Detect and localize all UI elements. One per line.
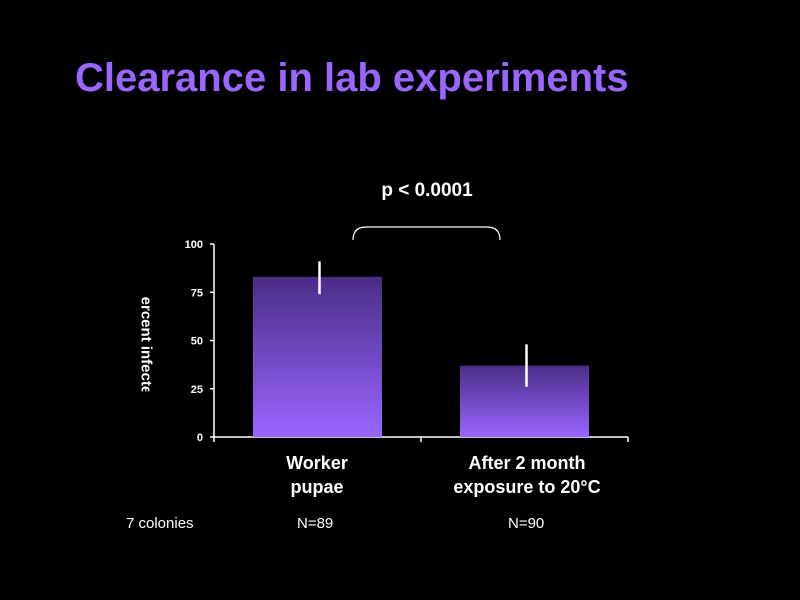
category-label-line: exposure to 20°C	[453, 477, 601, 497]
sample-size-after-exposure: N=90	[508, 515, 545, 532]
sample-size-worker-pupae: N=89	[297, 515, 334, 532]
y-tick-label: 0	[197, 432, 203, 444]
y-tick-label: 25	[191, 384, 203, 396]
bar-2	[460, 365, 589, 437]
category-label-line: Worker	[286, 453, 348, 473]
p-value-label: p < 0.0001	[381, 180, 473, 201]
bar-1	[253, 276, 382, 437]
category-label-after-exposure: After 2 month exposure to 20°C	[427, 451, 627, 499]
category-label-worker-pupae: Worker pupae	[217, 451, 417, 499]
y-tick-label: 100	[185, 239, 203, 251]
category-label-line: After 2 month	[468, 453, 586, 473]
significance-bracket	[352, 226, 501, 241]
y-tick-label: 75	[191, 287, 203, 299]
slide-title: Clearance in lab experiments	[75, 56, 629, 100]
category-label-line: pupae	[290, 477, 344, 497]
y-tick-label: 50	[191, 336, 203, 348]
colonies-note: 7 colonies	[126, 515, 194, 532]
